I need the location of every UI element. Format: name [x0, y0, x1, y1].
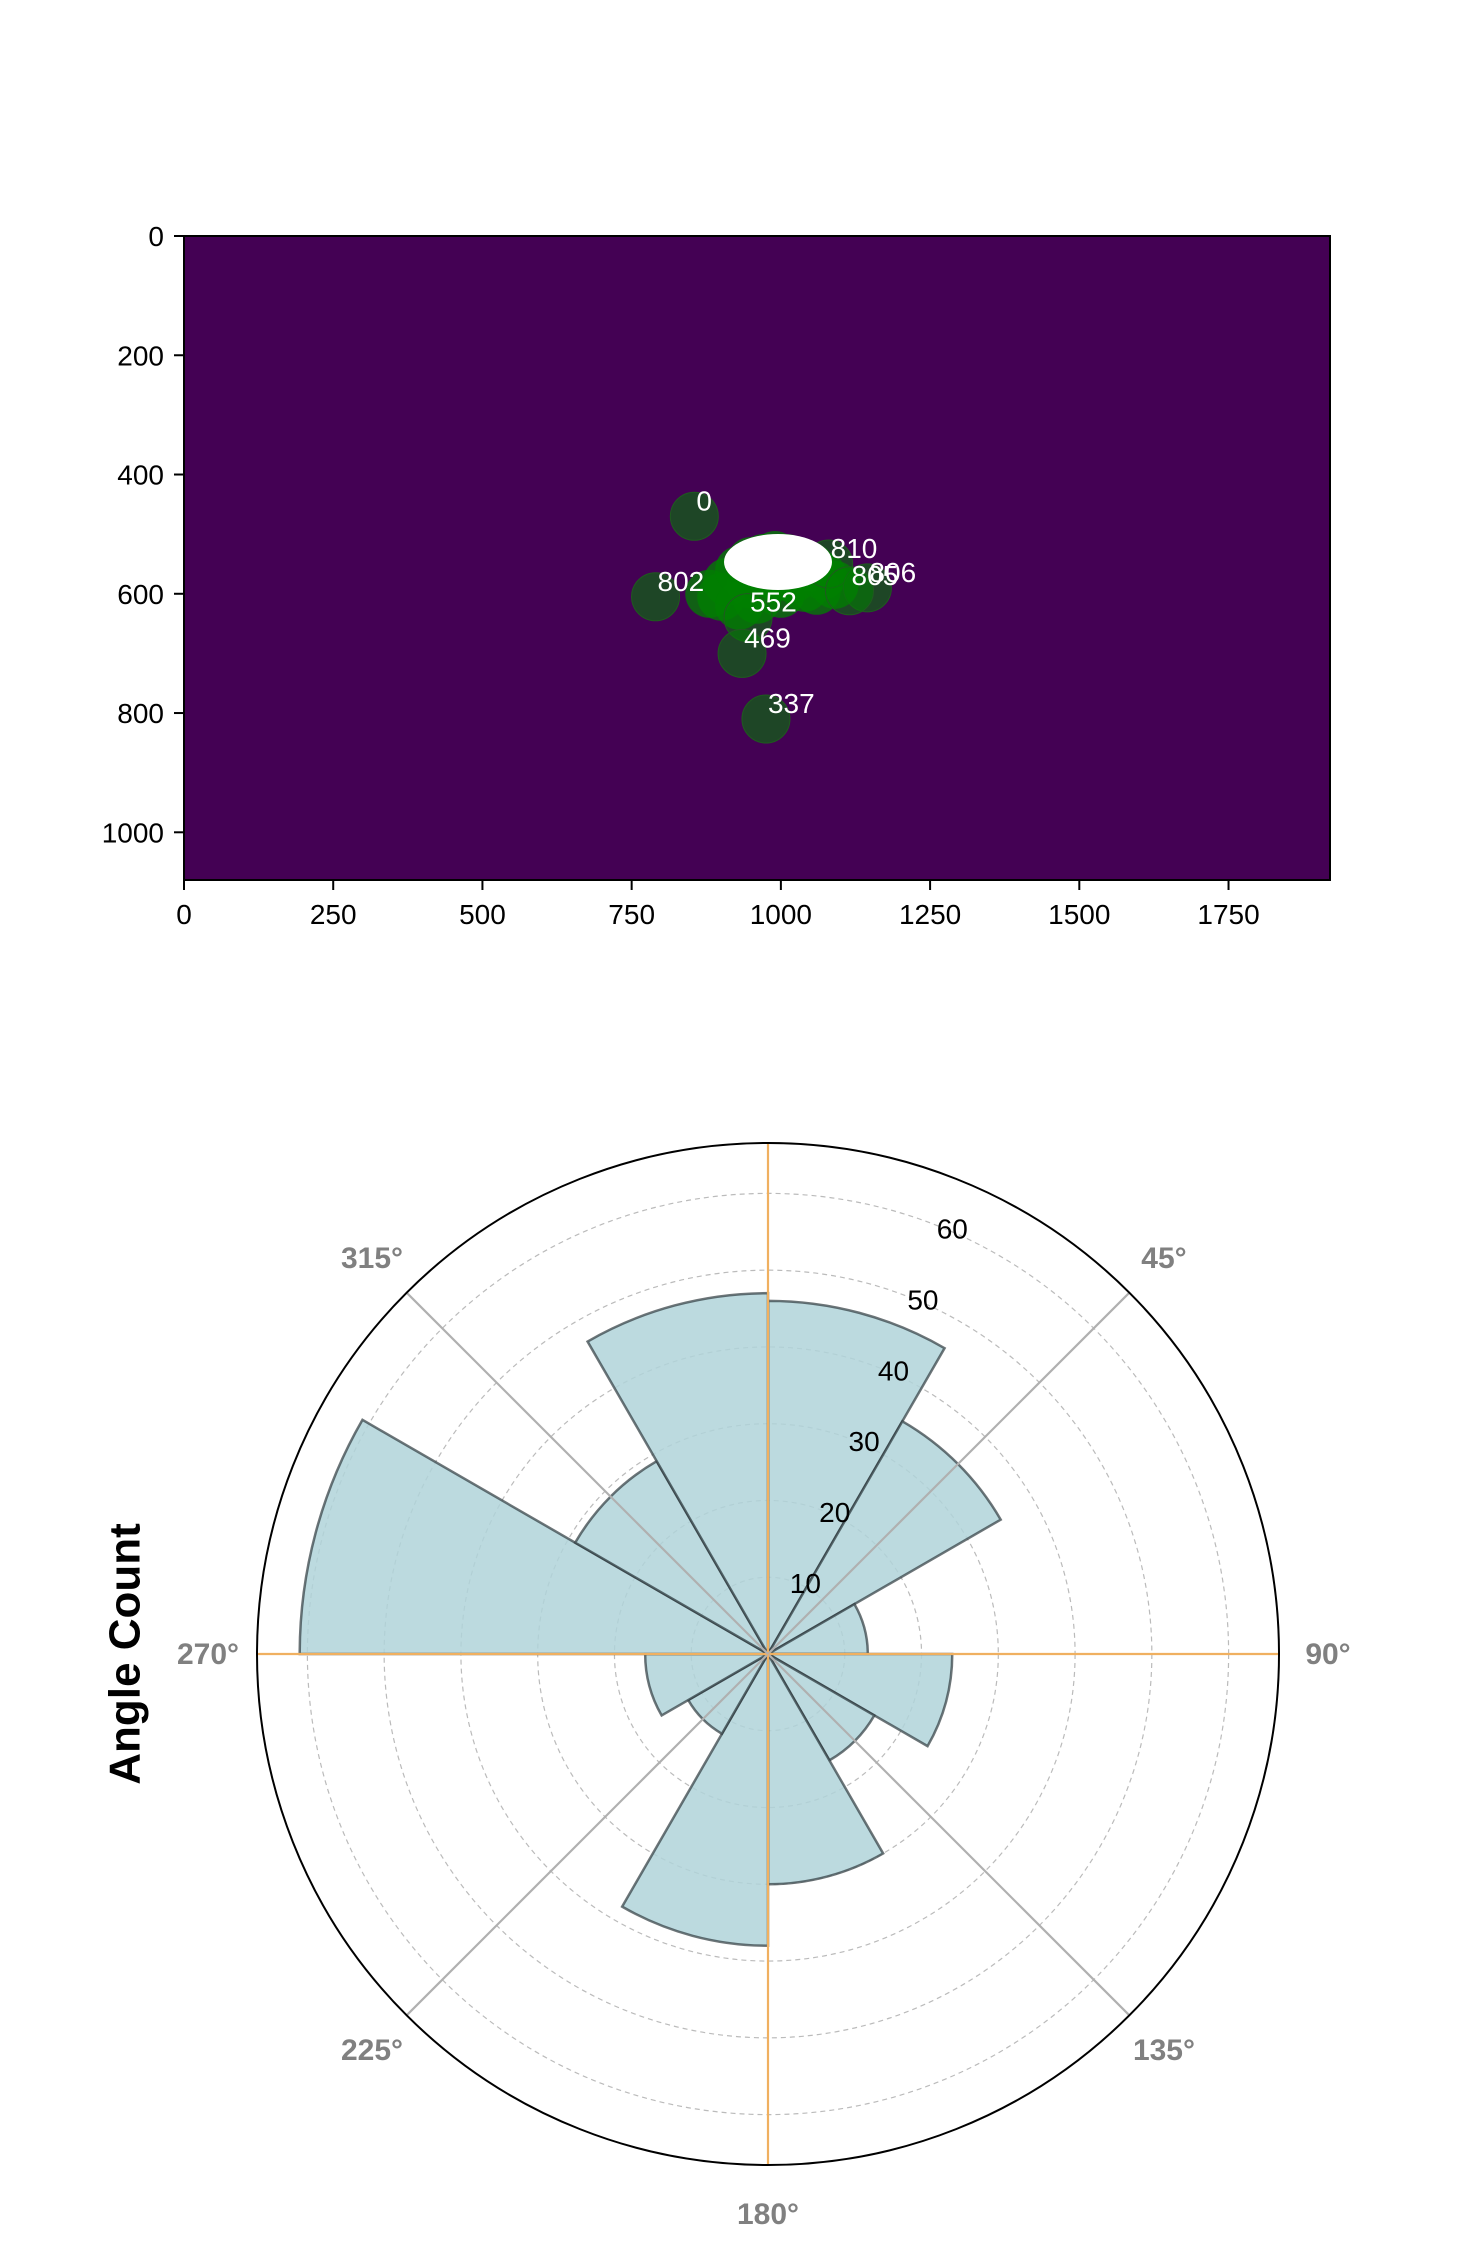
- x-tick-label: 0: [176, 899, 192, 930]
- radius-tick-label: 20: [819, 1497, 850, 1528]
- radius-tick-label: 40: [878, 1355, 909, 1386]
- angle-label: 180°: [737, 2198, 799, 2231]
- polar-bar: [766, 1299, 947, 1659]
- scatter-point: [741, 694, 791, 744]
- y-tick-label: 800: [117, 698, 164, 729]
- scatter-point-label: 810: [831, 533, 878, 564]
- angle-label: 45°: [1141, 1242, 1186, 1275]
- scatter-point: [631, 572, 681, 622]
- radius-tick-label: 10: [790, 1568, 821, 1599]
- polar-diagonal-line: [405, 1291, 769, 1655]
- scatter-point: [825, 566, 875, 616]
- scatter-points: [631, 491, 892, 744]
- scatter-point-label: 802: [658, 566, 705, 597]
- polar-bar: [763, 1652, 954, 1748]
- label-overlap-blob: [724, 534, 832, 590]
- radius-tick-label: 30: [849, 1426, 880, 1457]
- polar-radius-labels: 10 20 30 40 50 60: [790, 1213, 968, 1599]
- polar-bars: [298, 1291, 1003, 1947]
- x-tick-label: 250: [310, 899, 357, 930]
- polar-bar: [766, 1649, 885, 1886]
- angle-label: 270°: [177, 1638, 239, 1671]
- x-tick-label: 1750: [1197, 899, 1259, 930]
- y-tick-label: 600: [117, 579, 164, 610]
- polar-spokes: [257, 1143, 1279, 2165]
- scatter-x-ticks: 0 250 500 750 1000 1250 1500 1750: [176, 880, 1260, 930]
- angle-label: 315°: [341, 1242, 403, 1275]
- polar-bar: [620, 1649, 770, 1947]
- polar-bar: [585, 1291, 770, 1659]
- scatter-point-label: 469: [744, 622, 791, 653]
- scatter-point-label: 337: [768, 688, 815, 719]
- polar-diagonal-line: [405, 1653, 769, 2017]
- y-tick-label: 200: [117, 340, 164, 371]
- radius-tick-label: 50: [907, 1284, 938, 1315]
- scatter-point-label: 806: [869, 557, 916, 588]
- scatter-point-label: 552: [750, 587, 797, 618]
- polar-y-axis-label: Angle Count: [101, 1523, 150, 1785]
- x-tick-label: 500: [459, 899, 506, 930]
- polar-outer-ring: [256, 1142, 1280, 2166]
- scatter-point: [717, 628, 767, 678]
- scatter-y-ticks: 0 200 400 600 800 1000: [102, 221, 184, 848]
- y-tick-label: 0: [148, 221, 164, 252]
- polar-diagonal-line: [767, 1291, 1131, 1655]
- scatter-frame: [183, 235, 1331, 881]
- y-tick-label: 1000: [102, 817, 164, 848]
- scatter-point-label: 0: [696, 485, 712, 516]
- y-tick-label: 400: [117, 460, 164, 491]
- polar-bar: [298, 1418, 773, 1656]
- radius-tick-label: 60: [937, 1213, 968, 1244]
- angle-label: 225°: [341, 2034, 403, 2067]
- angle-label: 135°: [1133, 2034, 1195, 2067]
- angle-label: 90°: [1305, 1638, 1350, 1671]
- x-tick-label: 1500: [1048, 899, 1110, 930]
- polar-angle-labels: 45° 90° 135° 180° 225° 270° 315°: [177, 1242, 1351, 2231]
- x-tick-label: 1000: [750, 899, 812, 930]
- x-tick-label: 750: [608, 899, 655, 930]
- scatter-point: [669, 491, 719, 541]
- x-tick-label: 1250: [899, 899, 961, 930]
- polar-chart: 45°90°135°180°225°270°315° 102030405060 …: [101, 1142, 1351, 2231]
- polar-diagonal-line: [767, 1653, 1131, 2017]
- scatter-point-label: 805: [852, 560, 899, 591]
